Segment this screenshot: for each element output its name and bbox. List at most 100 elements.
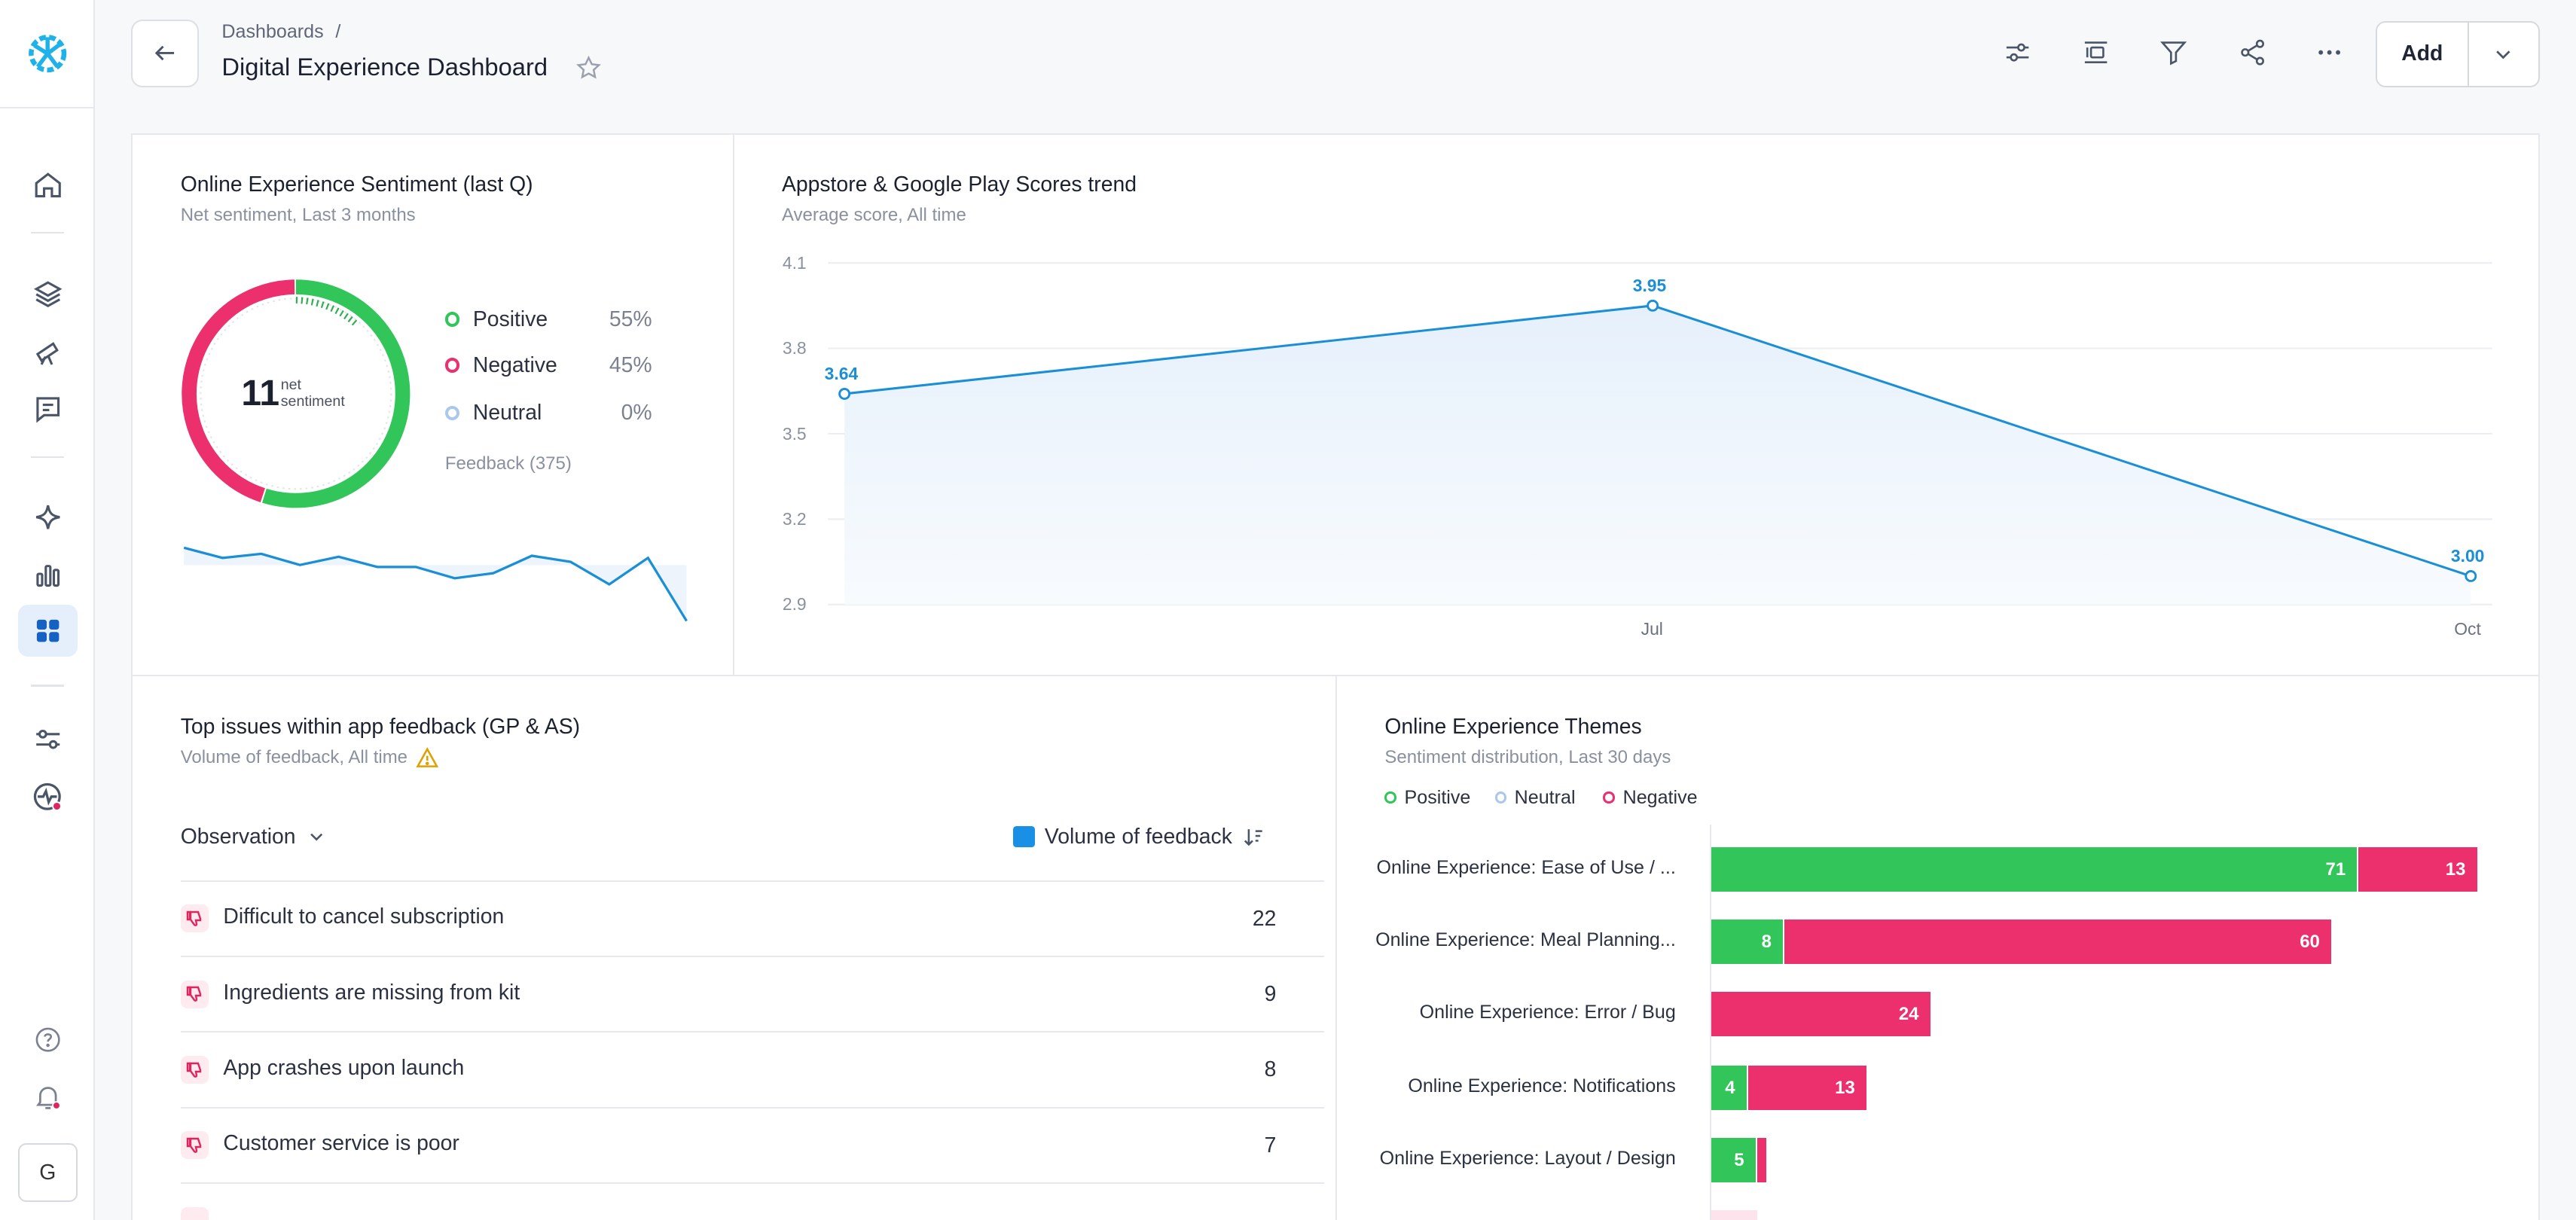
issue-volume: 9 <box>1264 981 1277 1006</box>
settings-toolbar-button[interactable] <box>1998 33 2037 72</box>
card-subtitle: Average score, All time <box>782 205 966 226</box>
sidebar-item-notifications[interactable] <box>18 1071 78 1124</box>
donut-negative-arc <box>181 279 410 508</box>
table-row[interactable]: Difficult to cancel subscription 22 <box>180 880 1324 956</box>
legend-negative: Negative 45% <box>444 353 652 378</box>
issue-volume: 8 <box>1264 1057 1277 1082</box>
theme-bar[interactable]: 5 <box>1711 1138 1766 1183</box>
breadcrumb-separator: / <box>335 21 341 43</box>
telescope-icon <box>35 342 59 365</box>
thumbs-down-icon <box>180 1206 209 1220</box>
sparkline-line <box>183 546 688 622</box>
more-icon <box>2318 50 2341 55</box>
sidebar-item-feedback[interactable] <box>18 383 78 435</box>
data-point[interactable] <box>1646 299 1659 312</box>
layout-toolbar-button[interactable] <box>2077 33 2116 72</box>
y-tick-label: 3.8 <box>782 338 807 358</box>
theme-label: Online Experience: Ease of Use / ... <box>1376 857 1676 879</box>
issues-card[interactable]: Top issues within app feedback (GP & AS)… <box>131 675 1338 1220</box>
bar-segment-positive[interactable]: 5 <box>1711 1138 1757 1183</box>
chevron-down-icon <box>310 833 322 841</box>
sparkle-icon <box>35 505 60 529</box>
issue-label: Customer service is poor <box>223 1131 459 1156</box>
table-row[interactable]: App crashes upon launch 8 <box>180 1031 1324 1106</box>
theme-bar[interactable]: 71 13 <box>1711 847 2477 892</box>
table-row[interactable]: Customer service is poor 7 <box>180 1106 1324 1182</box>
avatar[interactable]: G <box>17 1142 78 1203</box>
warning-icon[interactable] <box>416 747 439 768</box>
sidebar-item-home[interactable] <box>18 160 78 212</box>
bar-segment-negative[interactable]: 60 <box>1784 920 2332 965</box>
bar-segment-negative[interactable]: 13 <box>2358 847 2477 892</box>
bar-segment-positive[interactable]: 4 <box>1711 1066 1748 1111</box>
neutral-dot <box>444 405 460 421</box>
bar-segment-negative[interactable]: 24 <box>1711 992 1930 1037</box>
sidebar-item-help[interactable] <box>18 1014 78 1066</box>
sidebar-item-analytics[interactable] <box>18 548 78 601</box>
themes-card[interactable]: Online Experience Themes Sentiment distr… <box>1335 675 2540 1220</box>
bar-segment-positive[interactable]: 8 <box>1711 920 1785 965</box>
sidebar-item-settings[interactable] <box>18 713 78 766</box>
add-button[interactable]: Add <box>2377 23 2469 86</box>
favorite-button[interactable] <box>575 54 603 82</box>
negative-dot <box>1603 791 1615 804</box>
sidebar-item-dashboards[interactable] <box>17 604 78 657</box>
breadcrumb-dashboards[interactable]: Dashboards <box>221 21 324 43</box>
volume-column-header[interactable]: Volume of feedback <box>1013 825 1265 849</box>
sidebar-item-monitoring[interactable] <box>18 770 78 823</box>
card-subtitle-text: Average score, All time <box>781 205 966 226</box>
bar-segment-negative[interactable]: 13 <box>1747 1066 1867 1111</box>
positive-dot <box>444 312 460 327</box>
star-icon <box>576 55 602 79</box>
theme-label: Online Experience: Meal Planning... <box>1375 929 1676 951</box>
theme-bar-partial <box>1711 1210 1758 1220</box>
legend-label: Neutral <box>1514 786 1576 808</box>
add-dropdown-button[interactable] <box>2469 23 2538 85</box>
theme-bar[interactable]: 8 60 <box>1711 920 2332 965</box>
card-title: Online Experience Themes <box>1384 714 1642 739</box>
issue-label: App crashes upon launch <box>223 1056 465 1081</box>
logo-icon <box>29 34 67 73</box>
sidebar-item-ai[interactable] <box>18 491 78 544</box>
card-subtitle: Net sentiment, Last 3 months <box>181 205 416 226</box>
theme-bar[interactable]: 4 13 <box>1711 1066 1867 1111</box>
filter-icon <box>2159 41 2187 66</box>
y-tick-label: 3.5 <box>782 423 807 444</box>
dashboard-grid-icon <box>36 619 59 642</box>
data-point[interactable] <box>838 387 850 400</box>
net-sentiment-label: net sentiment <box>281 377 345 410</box>
bell-icon <box>35 1087 61 1110</box>
y-tick-label: 3.2 <box>782 508 807 529</box>
sentiment-card[interactable]: Online Experience Sentiment (last Q) Net… <box>131 133 734 677</box>
more-toolbar-button[interactable] <box>2309 33 2349 72</box>
sidebar-item-explore[interactable] <box>18 325 78 378</box>
sidebar: G <box>0 0 96 1220</box>
table-row[interactable]: Ingredients are missing from kit 9 <box>180 956 1324 1031</box>
themes-axis <box>1710 824 1712 1220</box>
logo[interactable] <box>0 0 96 108</box>
themes-legend-neutral: Neutral <box>1494 786 1576 809</box>
sidebar-item-layers[interactable] <box>18 268 78 321</box>
neutral-dot <box>1494 791 1506 804</box>
scores-card[interactable]: Appstore & Google Play Scores trend Aver… <box>732 133 2540 677</box>
negative-dot <box>444 358 460 374</box>
filter-toolbar-button[interactable] <box>2153 33 2193 72</box>
bar-segment-positive[interactable]: 71 <box>1711 847 2359 892</box>
theme-bar[interactable]: 24 <box>1711 992 1930 1037</box>
themes-legend-positive: Positive <box>1384 787 1470 809</box>
donut-positive-arc <box>181 279 410 508</box>
volume-legend-swatch <box>1013 826 1035 848</box>
data-point[interactable] <box>2465 569 2477 582</box>
column-header-label: Volume of feedback <box>1044 824 1232 849</box>
back-button[interactable] <box>131 20 199 87</box>
observation-column-header[interactable]: Observation <box>181 825 327 849</box>
issue-label: Ingredients are missing from kit <box>223 980 520 1005</box>
theme-label: Online Experience: Notifications <box>1408 1075 1676 1097</box>
column-header-label: Observation <box>180 824 296 849</box>
bar-segment-negative[interactable] <box>1757 1138 1766 1183</box>
card-subtitle: Sentiment distribution, Last 30 days <box>1384 747 1671 768</box>
share-toolbar-button[interactable] <box>2233 33 2272 72</box>
sort-descending-icon <box>1244 828 1262 846</box>
message-icon <box>35 397 60 423</box>
